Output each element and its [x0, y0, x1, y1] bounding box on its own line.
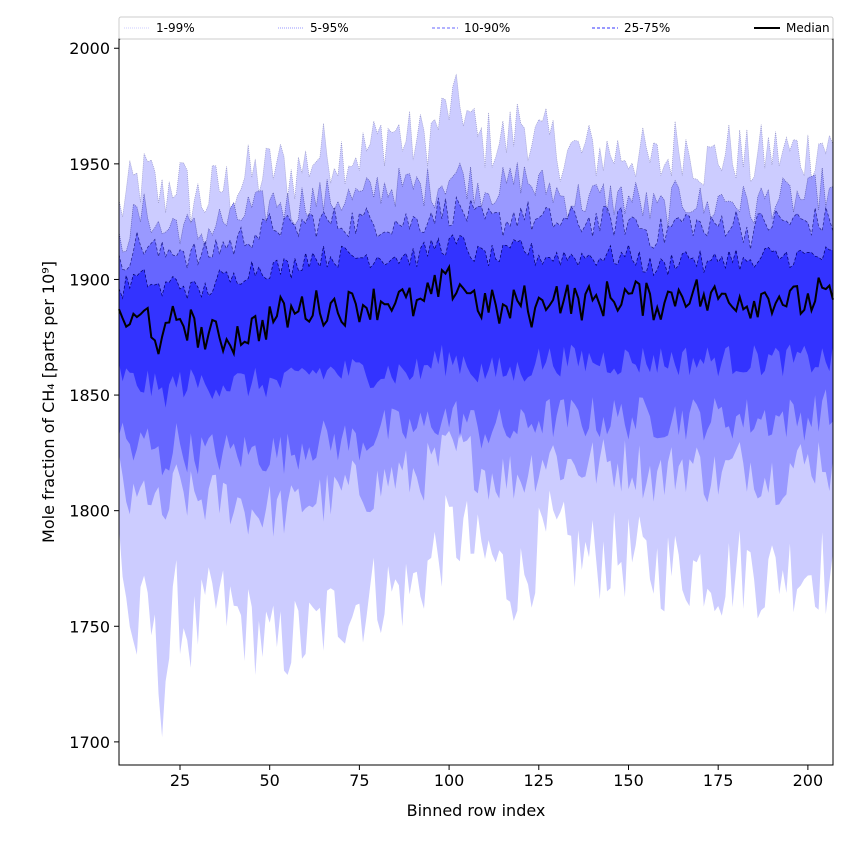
y-tick-label: 1800 — [69, 502, 110, 521]
band-25-75pct — [119, 234, 833, 408]
y-tick-label: 1850 — [69, 386, 110, 405]
x-tick-label: 125 — [524, 771, 555, 790]
y-tick-label: 2000 — [69, 39, 110, 58]
x-tick-label: 75 — [349, 771, 369, 790]
x-tick-label: 150 — [613, 771, 644, 790]
legend-label: 10-90% — [464, 21, 510, 35]
x-tick-label: 50 — [260, 771, 280, 790]
percentile-bands — [119, 74, 833, 738]
legend: 1-99% 5-95% 10-90% 25-75% Median — [118, 16, 834, 40]
y-axis-label: Mole fraction of CH₄ [parts per 10⁹] — [39, 261, 58, 543]
band-upper-edge-5-95pct — [118, 162, 834, 253]
legend-label: Median — [786, 21, 830, 35]
band-upper-edge-1-99pct — [118, 73, 834, 224]
band-upper-edge-10-90pct — [118, 196, 834, 271]
legend-label: 1-99% — [156, 21, 195, 35]
legend-frame — [118, 16, 834, 40]
y-axis: 1700 1750 1800 1850 1900 1950 2000 — [69, 39, 119, 752]
y-tick-label: 1900 — [69, 270, 110, 289]
band-upper-edge-25-75pct — [118, 234, 834, 300]
median-line-group — [118, 263, 834, 358]
y-tick-label: 1950 — [69, 155, 110, 174]
x-axis: 25 50 75 100 125 150 175 200 — [170, 765, 823, 790]
band-outlines — [118, 73, 834, 300]
median-line — [118, 263, 834, 358]
x-axis-label: Binned row index — [407, 801, 546, 820]
legend-label: 25-75% — [624, 21, 670, 35]
x-tick-label: 25 — [170, 771, 190, 790]
legend-label: 5-95% — [310, 21, 349, 35]
y-tick-label: 1750 — [69, 617, 110, 636]
x-tick-label: 200 — [793, 771, 824, 790]
x-tick-label: 175 — [703, 771, 734, 790]
y-tick-label: 1700 — [69, 733, 110, 752]
x-tick-label: 100 — [434, 771, 465, 790]
